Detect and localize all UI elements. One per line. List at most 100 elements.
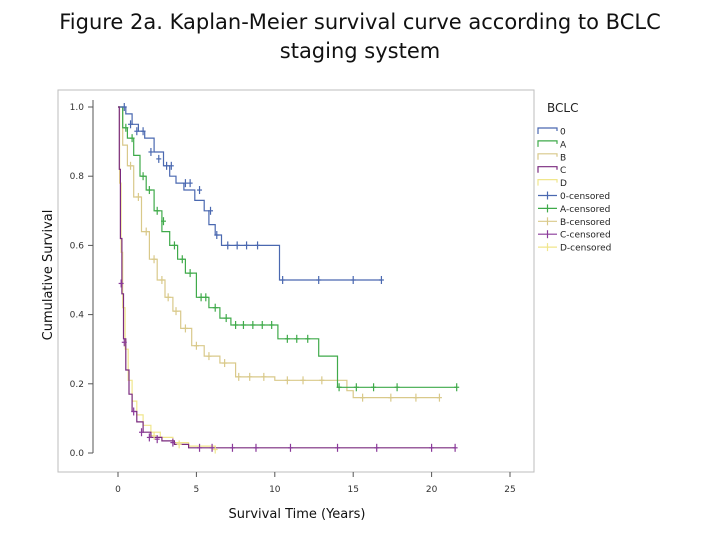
censor-mark-A: [454, 383, 460, 392]
legend-swatch-step: [537, 166, 558, 173]
x-tick-label: 20: [426, 485, 438, 495]
censor-mark-C: [139, 428, 145, 437]
censor-mark-0: [316, 276, 322, 284]
censor-mark-A: [305, 334, 311, 343]
legend-label: D-censored: [560, 244, 611, 254]
y-tick-label: 0.2: [70, 380, 84, 390]
x-tick-label: 25: [504, 485, 515, 495]
legend-label: 0-censored: [560, 192, 610, 202]
legend-label: C-censored: [560, 231, 611, 241]
title-line-1: Figure 2a. Kaplan-Meier survival curve a…: [59, 10, 661, 34]
censor-mark-0: [168, 161, 174, 170]
censor-mark-B: [300, 376, 306, 385]
censor-mark-B: [360, 393, 366, 402]
censor-mark-B: [159, 276, 165, 284]
y-tick-label: 0.6: [70, 241, 85, 251]
censor-mark-0: [350, 276, 356, 284]
censor-mark-A: [284, 334, 290, 343]
censor-mark-B: [135, 192, 141, 201]
censor-mark-C: [118, 279, 124, 288]
legend-swatch-step: [537, 179, 558, 186]
series-line-A: [118, 106, 457, 388]
censor-mark-A: [187, 269, 193, 278]
censor-mark-B: [388, 393, 394, 402]
legend-item-B-censored: B-censored: [538, 217, 611, 228]
censor-mark-C: [429, 443, 435, 452]
censor-mark-C: [209, 443, 215, 452]
series-line-0: [118, 106, 382, 281]
censor-mark-A: [154, 206, 160, 215]
censor-mark-B: [236, 372, 242, 381]
legend-title: BCLC: [547, 101, 578, 115]
legend-label: B: [560, 153, 566, 163]
y-tick-label: 0.4: [70, 311, 85, 321]
plot-frame: [57, 89, 535, 473]
censor-mark-A: [198, 293, 204, 302]
slide-title: Figure 2a. Kaplan-Meier survival curve a…: [40, 8, 680, 66]
title-line-2: staging system: [279, 39, 441, 63]
censor-mark-B: [436, 393, 442, 402]
series-layer: [118, 103, 460, 454]
y-tick-label: 0.0: [70, 449, 85, 459]
censor-mark-A: [294, 334, 300, 343]
censor-mark-C: [335, 443, 341, 452]
censor-mark-C: [146, 433, 152, 442]
legend-swatch-step: [537, 140, 558, 147]
x-tick-label: 0: [115, 485, 121, 495]
censor-mark-B: [143, 227, 149, 236]
censor-mark-0: [378, 276, 384, 284]
legend-item-0: 0: [537, 127, 566, 138]
censor-mark-A: [179, 255, 185, 264]
legend-item-D: D: [537, 179, 567, 189]
censor-mark-B: [165, 293, 171, 302]
censor-mark-0: [234, 241, 240, 250]
censor-mark-D: [151, 431, 157, 440]
censor-mark-0: [128, 120, 134, 129]
legend-item-D-censored: D-censored: [538, 243, 611, 254]
censor-mark-B: [128, 161, 134, 170]
censor-mark-A: [203, 293, 209, 302]
series-line-C: [118, 106, 456, 449]
censor-mark-A: [259, 320, 265, 329]
legend-label: 0: [560, 128, 566, 138]
legend-item-B: B: [537, 153, 566, 163]
censor-mark-C: [229, 443, 235, 452]
legend-label: D: [560, 179, 567, 189]
censor-mark-A: [123, 123, 129, 132]
censor-mark-A: [394, 383, 400, 392]
censor-mark-A: [233, 320, 239, 329]
censor-mark-B: [413, 393, 419, 402]
censor-mark-A: [336, 383, 342, 392]
censor-mark-C: [253, 443, 259, 452]
censor-mark-A: [160, 217, 166, 226]
censor-mark-0: [187, 179, 193, 188]
legend-item-C-censored: C-censored: [538, 230, 611, 241]
censor-mark-0: [208, 206, 214, 215]
censor-mark-0: [134, 127, 140, 136]
censor-mark-B: [319, 376, 325, 385]
censor-mark-D: [212, 445, 218, 454]
censor-mark-0: [280, 276, 286, 284]
censor-mark-A: [353, 383, 359, 392]
censor-mark-A: [140, 172, 146, 181]
y-tick-label: 1.0: [70, 103, 85, 113]
censor-mark-A: [250, 320, 256, 329]
censor-mark-C: [452, 443, 458, 452]
censor-mark-A: [269, 320, 275, 329]
censor-mark-0: [164, 161, 170, 170]
censor-mark-B: [206, 352, 212, 361]
legend-item-A: A: [537, 140, 567, 150]
censor-mark-C: [197, 443, 203, 452]
censor-mark-C: [131, 407, 137, 416]
censor-mark-A: [212, 303, 218, 312]
legend-swatch-step: [537, 153, 558, 160]
censor-mark-C: [154, 435, 160, 444]
censor-mark-0: [255, 241, 261, 250]
censor-mark-B: [284, 376, 290, 385]
censor-mark-A: [223, 314, 229, 323]
legend-label: A: [560, 140, 567, 150]
censor-mark-B: [151, 255, 157, 264]
legend-label: B-censored: [560, 218, 611, 228]
